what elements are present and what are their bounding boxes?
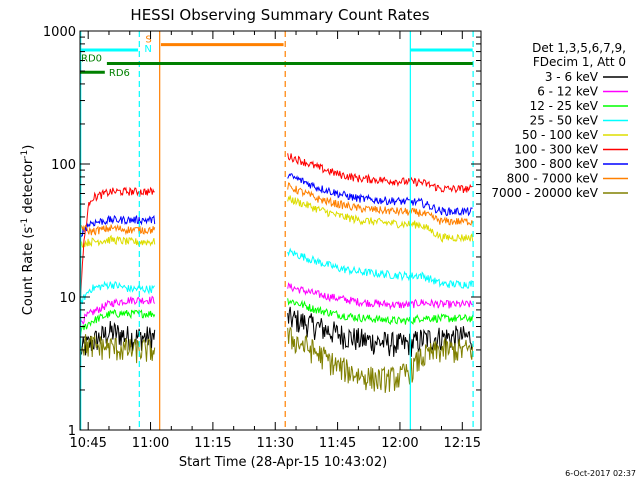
x-tick-label: 11:00 [132,436,169,451]
vertical-markers [80,31,474,430]
y-tick-label: 100 [51,158,76,173]
y-axis-label: Count Rate (s-1 detector-1) [20,145,36,316]
flag-bars: NS RD0 RD6 [80,35,473,79]
legend-entry-label: 100 - 300 keV [514,143,598,157]
series-line [80,234,156,249]
legend-entry-label: 7000 - 20000 keV [491,186,598,200]
series-line [80,334,156,364]
series-line [287,247,474,289]
generation-timestamp: 6-Oct-2017 02:37 [565,469,636,478]
series-line [80,223,156,236]
series-line [287,282,473,311]
legend-entry-label: 25 - 50 keV [530,114,599,128]
series-line [80,280,156,305]
legend-entry-label: 12 - 25 keV [530,99,599,113]
x-tick-label: 11:30 [257,436,294,451]
legend-header-line-1: Det 1,3,5,6,7,9, [532,41,626,55]
series-line [80,186,155,298]
series-line [287,306,474,357]
plot-data-area [80,153,474,393]
series-line [80,295,156,326]
x-tick-label: 11:15 [194,436,231,451]
series-line [287,195,474,243]
y-tick-label: 10 [59,291,76,306]
x-tick-label: 12:15 [444,436,481,451]
series-line [287,182,474,226]
x-tick-label: 10:45 [69,436,106,451]
plot-frame [79,30,482,431]
series-line [80,309,156,335]
x-axis: 10:45 11:00 11:15 11:30 11:45 12:00 12:15 [69,31,481,451]
flag-label: RD6 [109,68,130,79]
y-tick-label: 1 [68,424,76,439]
legend-entry-label: 3 - 6 keV [545,70,599,84]
series-line [287,173,473,217]
legend-header-line-2: FDecim 1, Att 0 [533,55,626,69]
series-line [287,153,473,194]
legend-entry-label: 300 - 800 keV [514,157,598,171]
y-axis: 1 10 100 1000 [43,25,481,439]
legend-entry-label: 6 - 12 keV [537,85,599,99]
series-line [80,214,156,238]
y-tick-label: 1000 [43,25,76,40]
legend-entry-label: 50 - 100 keV [522,128,599,142]
flag-label: N [144,44,151,55]
x-tick-label: 11:45 [319,436,356,451]
legend-entry-label: 800 - 7000 keV [507,172,599,186]
x-axis-label: Start Time (28-Apr-15 10:43:02) [179,455,387,470]
series-line [287,326,474,393]
flag-label: RD0 [81,53,102,64]
flag-label: S [145,35,151,46]
series-line [287,298,474,326]
legend: Det 1,3,5,6,7,9, FDecim 1, Att 0 3 - 6 k… [491,41,628,200]
x-tick-label: 12:00 [381,436,418,451]
chart-title: HESSI Observing Summary Count Rates [130,6,429,24]
